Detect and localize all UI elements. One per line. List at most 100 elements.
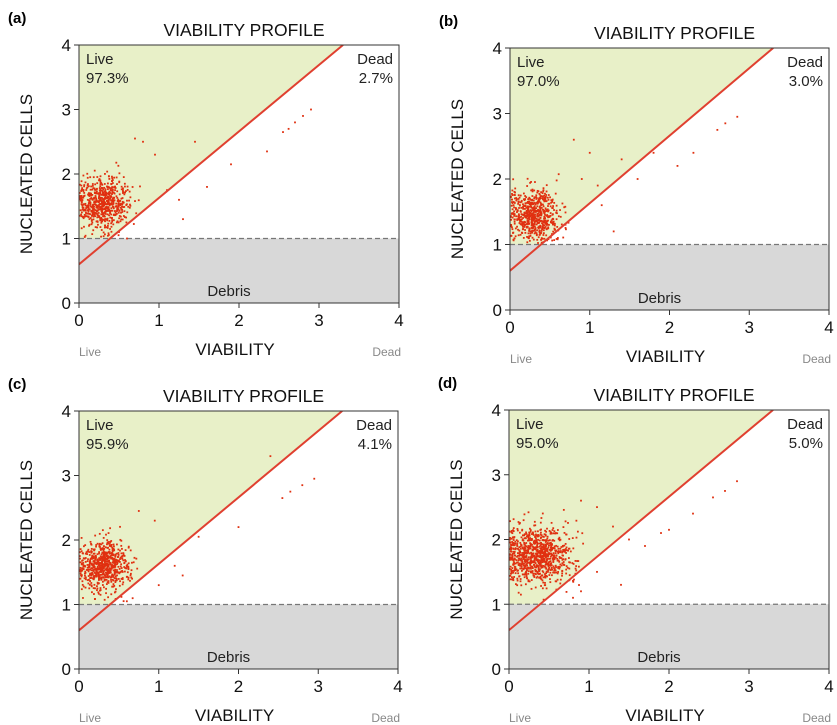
data-point xyxy=(532,218,534,220)
data-point xyxy=(110,580,113,583)
data-point xyxy=(527,232,530,235)
data-point xyxy=(546,527,548,530)
data-point xyxy=(103,555,106,558)
data-point xyxy=(111,186,114,188)
data-point xyxy=(541,587,544,590)
data-point xyxy=(94,213,96,215)
data-point xyxy=(120,218,123,221)
data-point xyxy=(528,547,530,550)
data-point xyxy=(541,203,544,206)
data-point xyxy=(518,214,520,217)
data-point xyxy=(525,575,528,578)
data-point xyxy=(94,188,96,191)
data-point xyxy=(97,223,99,226)
data-point xyxy=(518,575,521,578)
data-point xyxy=(542,205,545,208)
data-point xyxy=(100,208,103,210)
data-point xyxy=(89,194,92,196)
data-point xyxy=(536,548,539,551)
data-point xyxy=(96,587,99,590)
data-point xyxy=(529,212,532,214)
data-point xyxy=(539,575,542,578)
data-point xyxy=(530,552,533,555)
data-point xyxy=(522,217,524,219)
data-point xyxy=(524,572,527,575)
data-point xyxy=(535,566,538,569)
data-point xyxy=(101,558,104,560)
data-point xyxy=(294,121,296,124)
data-point xyxy=(86,553,89,555)
data-point xyxy=(121,200,124,203)
data-point xyxy=(519,580,522,583)
data-point xyxy=(524,229,526,231)
data-point xyxy=(121,203,123,206)
data-point xyxy=(532,531,534,534)
data-point xyxy=(543,560,546,562)
data-point xyxy=(116,220,119,223)
data-point xyxy=(107,565,110,568)
data-point xyxy=(98,568,101,571)
data-point xyxy=(533,221,536,224)
data-point xyxy=(546,562,549,565)
data-point xyxy=(532,532,534,535)
data-point xyxy=(101,211,103,214)
data-point xyxy=(531,231,534,234)
data-point xyxy=(539,565,541,567)
data-point xyxy=(510,569,513,571)
data-point xyxy=(552,565,555,568)
data-point xyxy=(96,571,99,574)
data-point xyxy=(80,563,83,566)
data-point xyxy=(90,547,93,550)
data-point xyxy=(91,564,94,567)
data-point xyxy=(99,191,102,193)
data-point xyxy=(532,548,535,551)
data-point xyxy=(540,564,543,567)
data-point xyxy=(512,178,515,181)
data-point xyxy=(520,584,523,587)
data-point xyxy=(110,545,112,548)
data-point xyxy=(515,568,518,571)
data-point xyxy=(98,195,101,198)
data-point xyxy=(118,568,121,570)
data-point xyxy=(511,576,513,579)
data-point xyxy=(534,231,537,233)
data-point xyxy=(516,528,519,530)
data-point xyxy=(549,212,552,214)
data-point xyxy=(98,578,100,581)
data-point xyxy=(107,542,110,545)
data-point xyxy=(98,571,101,573)
data-point xyxy=(92,569,95,571)
data-point xyxy=(94,572,97,575)
data-point xyxy=(107,186,110,188)
data-point xyxy=(105,533,107,536)
data-point xyxy=(105,192,108,195)
dead-label: Dead xyxy=(787,54,823,71)
data-point xyxy=(106,199,109,202)
data-point xyxy=(514,227,517,230)
data-point xyxy=(557,538,560,540)
data-point xyxy=(551,547,554,549)
data-point xyxy=(96,581,99,584)
data-point xyxy=(117,554,120,556)
x-dead-label: Dead xyxy=(372,345,401,359)
gate-line xyxy=(509,410,774,631)
data-point xyxy=(80,588,83,591)
data-point xyxy=(107,580,110,582)
data-point xyxy=(80,200,83,203)
data-point xyxy=(692,512,694,515)
data-point xyxy=(562,563,565,566)
data-point xyxy=(107,195,109,198)
data-point xyxy=(533,576,536,578)
data-point xyxy=(535,559,538,562)
data-point xyxy=(563,206,566,209)
gate-line xyxy=(79,411,343,632)
data-point xyxy=(83,213,86,216)
data-point xyxy=(512,577,515,580)
data-point xyxy=(510,204,513,207)
data-point xyxy=(541,579,544,582)
data-point xyxy=(527,198,530,201)
cluster-points xyxy=(79,525,139,603)
data-point xyxy=(93,200,96,203)
data-point xyxy=(531,236,534,239)
cluster-points xyxy=(510,173,570,244)
